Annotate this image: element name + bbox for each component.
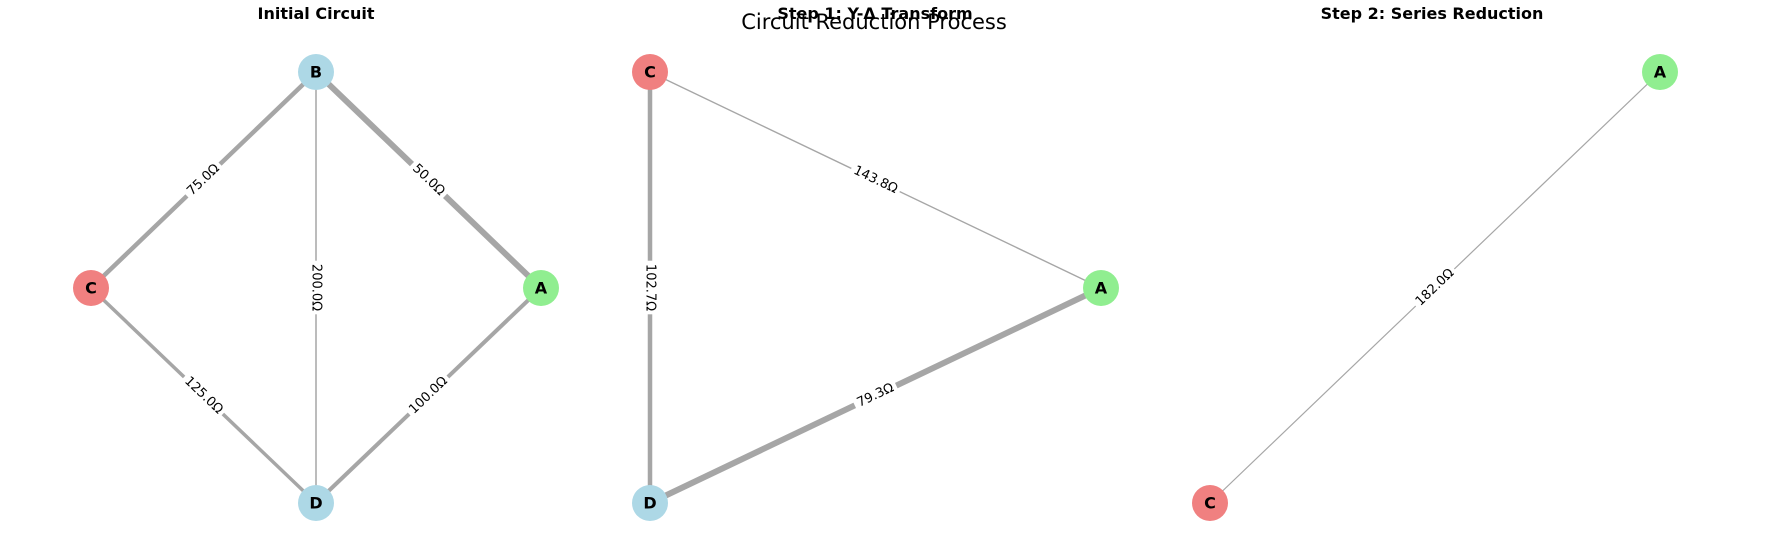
node-label-C: C [644, 63, 656, 82]
edge-label-group-B-A: 50.0Ω [406, 158, 452, 203]
node-label-A: A [535, 279, 548, 298]
figure-title: Circuit Reduction Process [741, 10, 1007, 34]
edge-label-C-D: 102.7Ω [643, 264, 658, 311]
node-label-C: C [1204, 494, 1216, 513]
node-label-A: A [1095, 279, 1108, 298]
node-label-A: A [1654, 63, 1667, 82]
panel-initial-circuit: Initial Circuit 75.0Ω 50.0Ω 200.0Ω 125.0Ω 10… [73, 4, 559, 521]
panel-title-initial-circuit: Initial Circuit [258, 4, 375, 23]
edge-label-B-A: 50.0Ω [409, 161, 447, 199]
edge-label-B-C: 75.0Ω [184, 161, 222, 199]
node-label-D: D [309, 494, 322, 513]
edge-label-C-A: 143.8Ω [851, 163, 900, 197]
node-label-B: B [310, 63, 322, 82]
edge-label-group-C-A: 143.8Ω [847, 160, 903, 199]
panel-series-reduction: Step 2: Series Reduction 182.0Ω A C [1192, 4, 1678, 521]
edge-label-B-D: 200.0Ω [309, 264, 324, 311]
edge-label-C-A: 182.0Ω [1413, 266, 1457, 309]
edge-label-A-D: 100.0Ω [406, 374, 450, 417]
edge-label-group-C-D: 102.7Ω [641, 261, 659, 315]
edge-label-C-D: 125.0Ω [181, 374, 225, 417]
edge-label-group-A-D: 100.0Ω [403, 370, 454, 420]
edge-label-group-B-C: 75.0Ω [181, 158, 227, 203]
edge-label-group-B-D: 200.0Ω [307, 261, 325, 315]
edge-label-group-D-A: 79.3Ω [851, 377, 900, 413]
edge-label-D-A: 79.3Ω [855, 380, 897, 410]
node-label-D: D [643, 494, 656, 513]
panel-title-series-reduction: Step 2: Series Reduction [1321, 4, 1544, 23]
edge-label-group-C-A: 182.0Ω [1409, 262, 1460, 312]
edge-label-group-C-D: 125.0Ω [178, 370, 229, 420]
node-label-C: C [85, 279, 97, 298]
